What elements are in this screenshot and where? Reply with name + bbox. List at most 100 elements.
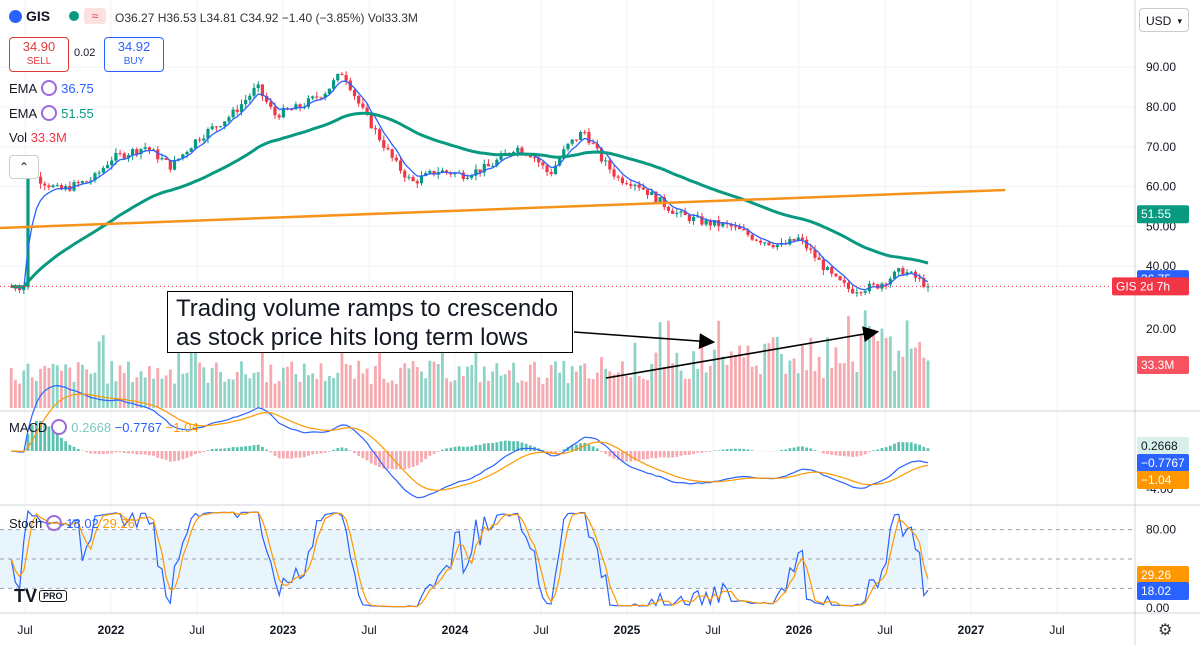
ema-fast-value: 36.75 — [61, 81, 94, 96]
macd-histogram-bar — [905, 442, 909, 451]
macd-histogram-bar — [838, 451, 842, 456]
macd-histogram-bar — [173, 451, 176, 462]
volume-bar — [775, 336, 779, 408]
volume-bar — [918, 341, 922, 408]
candle-body — [403, 170, 407, 178]
macd-histogram-bar — [327, 451, 331, 452]
candle-body — [432, 170, 436, 175]
volume-bar — [893, 370, 896, 408]
candle-body — [884, 283, 888, 285]
volume-bar — [231, 379, 235, 408]
candle-body — [51, 185, 55, 188]
macd-histogram-bar — [72, 446, 76, 451]
trendline — [0, 188, 1006, 230]
x-tick-label: 2027 — [958, 623, 985, 637]
macd-hist-tag-text: 0.2668 — [1141, 439, 1178, 453]
macd-histogram-bar — [583, 442, 587, 451]
market-status-icon[interactable] — [69, 11, 79, 21]
candle-body — [361, 103, 365, 108]
macd-histogram-bar — [491, 443, 495, 451]
volume-bar — [734, 355, 737, 408]
macd-histogram-bar — [407, 451, 411, 469]
volume-bar — [399, 367, 402, 408]
symbol-label[interactable]: GIS — [9, 8, 50, 24]
candle-body — [817, 257, 821, 260]
gear-icon[interactable]: ⚙ — [1158, 622, 1173, 639]
macd-histogram-bar — [616, 451, 620, 461]
candle-body — [331, 80, 336, 89]
macd-histogram-bar — [198, 451, 202, 453]
candle-body — [570, 139, 574, 144]
candle-body — [273, 106, 277, 116]
candle-body — [181, 154, 185, 159]
ema-fast-legend[interactable]: EMA 36.75 — [9, 80, 94, 96]
candle-body — [478, 169, 482, 173]
wave-icon[interactable]: ≈ — [84, 8, 106, 24]
macd-histogram-bar — [466, 446, 469, 451]
volume-legend[interactable]: Vol 33.3M — [9, 130, 67, 145]
candle-body — [645, 189, 650, 196]
candle-body — [729, 224, 733, 227]
candle-body — [754, 239, 758, 241]
ema-slow-legend[interactable]: EMA 51.55 — [9, 105, 94, 121]
candle-body — [671, 210, 675, 214]
candle-body — [599, 148, 604, 162]
macd-histogram-bar — [441, 449, 444, 451]
candle-body — [214, 126, 218, 128]
volume-bar — [662, 367, 666, 408]
ohlc-text: O36.27 H36.53 L34.81 C34.92 −1.40 (−3.85… — [115, 11, 418, 25]
macd-histogram-bar — [210, 449, 214, 451]
macd-histogram-bar — [315, 451, 319, 454]
tradingview-logo[interactable]: TV PRO — [14, 586, 67, 607]
volume-bar — [855, 371, 859, 408]
macd-legend[interactable]: MACD 0.2668 −0.7767 −1.04 — [9, 419, 199, 435]
volume-bar — [754, 365, 758, 408]
volume-bar — [826, 337, 829, 408]
volume-bar — [369, 384, 373, 408]
volume-bar — [110, 361, 114, 408]
stoch-legend[interactable]: Stoch 18.02 29.26 — [9, 515, 135, 531]
macd-histogram-bar — [549, 451, 553, 454]
volume-bar — [729, 351, 733, 408]
volume-bar — [273, 383, 277, 408]
macd-histogram-bar — [679, 451, 683, 456]
sell-button[interactable]: 34.90 SELL — [9, 37, 69, 72]
volume-bar — [574, 371, 578, 408]
volume-bar — [256, 371, 260, 408]
volume-bar — [327, 375, 331, 408]
macd-histogram-bar — [717, 450, 721, 451]
volume-bar — [809, 337, 813, 408]
candle-body — [440, 170, 445, 173]
buy-button[interactable]: 34.92 BUY — [104, 37, 164, 72]
macd-histogram-bar — [859, 451, 863, 456]
volume-tag-text: 33.3M — [1141, 358, 1174, 372]
volume-bar — [122, 373, 126, 408]
volume-bar — [625, 375, 628, 408]
chevron-up-icon: ⌃ — [18, 160, 30, 174]
candle-body — [428, 170, 432, 174]
macd-histogram-bar — [386, 451, 390, 469]
candle-body — [604, 160, 608, 162]
stoch-d-tag-text: 29.26 — [1141, 568, 1171, 582]
volume-bar — [717, 320, 721, 408]
candle-body — [574, 139, 578, 141]
currency-select[interactable]: USD ▾ — [1139, 8, 1189, 32]
volume-bar — [365, 368, 369, 408]
macd-histogram-bar — [89, 451, 93, 454]
volume-bar — [926, 360, 930, 408]
ema-fast-line — [11, 80, 929, 291]
macd-histogram-bar — [750, 450, 754, 451]
candle-body — [369, 113, 373, 129]
stoch-k-tag-bg — [1137, 582, 1189, 600]
candle-body — [742, 229, 746, 231]
volume-bar — [587, 378, 591, 408]
collapse-legend-button[interactable]: ⌃ — [9, 155, 39, 179]
volume-bar — [742, 357, 746, 408]
macd-histogram-bar — [453, 446, 457, 451]
x-tick-label: Jul — [877, 623, 892, 637]
candle-body — [18, 288, 22, 291]
stoch-k-tag-text: 18.02 — [1141, 584, 1171, 598]
volume-bar — [269, 364, 273, 408]
y-tick-label: 60.00 — [1146, 180, 1176, 194]
